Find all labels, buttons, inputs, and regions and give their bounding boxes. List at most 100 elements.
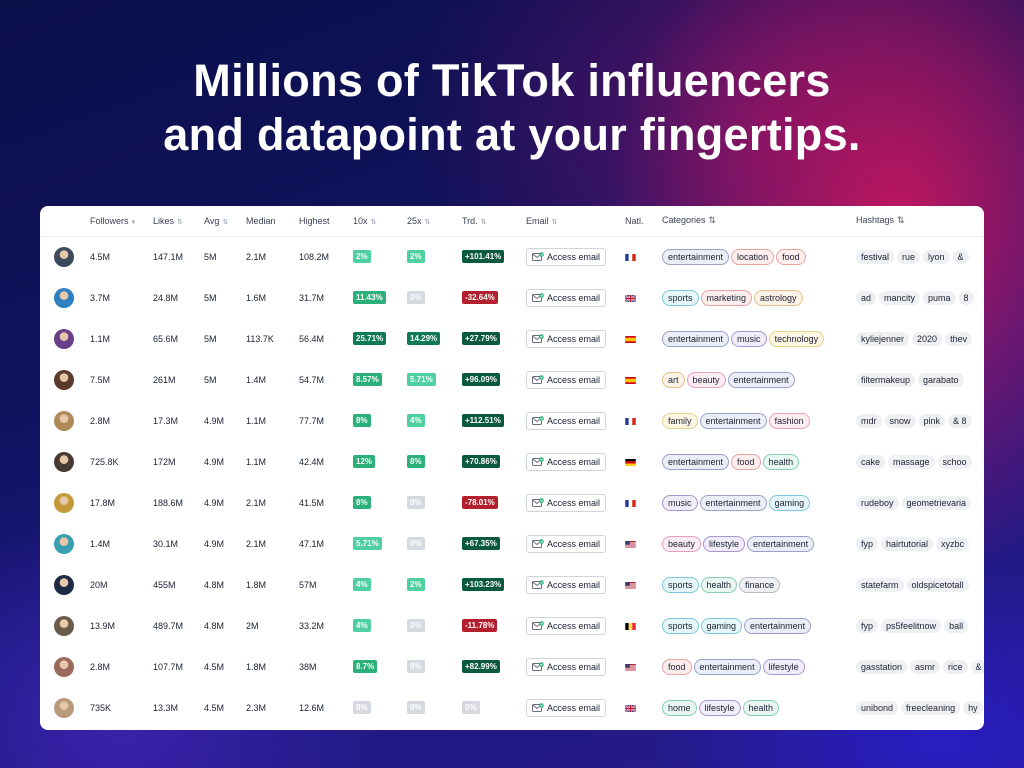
- hashtag-chip[interactable]: garabato: [918, 372, 964, 387]
- header-nationality[interactable]: Natl.: [625, 206, 662, 237]
- category-tag[interactable]: music: [731, 330, 767, 347]
- sort-icon[interactable]: ⇅: [708, 215, 717, 226]
- avatar[interactable]: [54, 492, 74, 513]
- category-tag[interactable]: marketing: [700, 289, 753, 306]
- table-row[interactable]: 13.9M 489.7M 4.8M 2M 33.2M 4% 0% -11.78%…: [40, 605, 984, 646]
- category-tag[interactable]: family: [662, 412, 698, 429]
- table-row[interactable]: 2.8M 107.7M 4.5M 1.8M 38M 8.7% 0% +82.99…: [40, 646, 984, 687]
- sort-icon[interactable]: ⇅: [480, 218, 487, 226]
- access-email-button[interactable]: Access email: [526, 452, 607, 471]
- avatar[interactable]: [54, 615, 74, 636]
- access-email-button[interactable]: Access email: [526, 288, 607, 307]
- category-tag[interactable]: astrology: [754, 289, 803, 306]
- category-tag[interactable]: sports: [662, 617, 699, 634]
- category-tag[interactable]: sports: [662, 576, 699, 593]
- hashtag-chip[interactable]: kyliejenner: [856, 331, 910, 346]
- avatar[interactable]: [54, 246, 74, 267]
- header-email[interactable]: Email ⇅: [526, 206, 625, 237]
- header-followers[interactable]: Followers ▾: [90, 206, 153, 237]
- category-tag[interactable]: beauty: [662, 535, 702, 552]
- category-tag[interactable]: entertainment: [662, 330, 730, 347]
- hashtag-chip[interactable]: &: [970, 659, 984, 674]
- avatar[interactable]: [54, 328, 74, 349]
- hashtag-chip[interactable]: unibond: [856, 700, 899, 715]
- sort-icon[interactable]: ⇅: [222, 218, 229, 226]
- table-row[interactable]: 1.4M 30.1M 4.9M 2.1M 47.1M 5.71% 0% +67.…: [40, 523, 984, 564]
- hashtag-chip[interactable]: statefarm: [856, 577, 904, 592]
- table-row[interactable]: 2.8M 17.3M 4.9M 1.1M 77.7M 8% 4% +112.51…: [40, 400, 984, 441]
- hashtag-chip[interactable]: gasstation: [856, 659, 908, 674]
- category-tag[interactable]: health: [762, 453, 800, 470]
- hashtag-chip[interactable]: rue: [897, 249, 921, 264]
- hashtag-chip[interactable]: ps5feelitnow: [881, 618, 942, 633]
- access-email-button[interactable]: Access email: [526, 534, 607, 553]
- hashtag-chip[interactable]: pink: [918, 413, 946, 428]
- table-row[interactable]: 17.8M 188.6M 4.9M 2.1M 41.5M 8% 0% -78.0…: [40, 482, 984, 523]
- access-email-button[interactable]: Access email: [526, 411, 607, 430]
- category-tag[interactable]: entertainment: [662, 453, 730, 470]
- avatar[interactable]: [54, 533, 74, 554]
- hashtag-chip[interactable]: fyp: [856, 536, 879, 551]
- hashtag-chip[interactable]: thev: [945, 331, 973, 346]
- category-tag[interactable]: sports: [662, 289, 699, 306]
- category-tag[interactable]: technology: [768, 330, 825, 347]
- hashtag-chip[interactable]: filtermakeup: [856, 372, 916, 387]
- category-tag[interactable]: beauty: [686, 371, 726, 388]
- hashtag-chip[interactable]: xyzbc: [936, 536, 970, 551]
- hashtag-chip[interactable]: mdr: [856, 413, 882, 428]
- table-row[interactable]: 725.8K 172M 4.9M 1.1M 42.4M 12% 8% +70.8…: [40, 441, 984, 482]
- table-row[interactable]: 1.1M 65.6M 5M 113.7K 56.4M 25.71% 14.29%…: [40, 318, 984, 359]
- avatar[interactable]: [54, 369, 74, 390]
- table-row[interactable]: 4.5M 147.1M 5M 2.1M 108.2M 2% 2% +101.41…: [40, 236, 984, 277]
- hashtag-chip[interactable]: snow: [884, 413, 916, 428]
- access-email-button[interactable]: Access email: [526, 329, 607, 348]
- header-trend[interactable]: Trd. ⇅: [462, 206, 526, 237]
- category-tag[interactable]: entertainment: [744, 617, 812, 634]
- hashtag-chip[interactable]: ball: [944, 618, 969, 633]
- hashtag-chip[interactable]: 2020: [912, 331, 943, 346]
- hashtag-chip[interactable]: lyon: [923, 249, 950, 264]
- header-avg[interactable]: Avg ⇅: [204, 206, 246, 237]
- hashtag-chip[interactable]: ad: [856, 290, 877, 305]
- hashtag-chip[interactable]: &: [952, 249, 969, 264]
- table-row[interactable]: 20M 455M 4.8M 1.8M 57M 4% 2% +103.23% Ac…: [40, 564, 984, 605]
- avatar[interactable]: [54, 410, 74, 431]
- category-tag[interactable]: fashion: [768, 412, 810, 429]
- hashtag-chip[interactable]: rice: [943, 659, 968, 674]
- access-email-button[interactable]: Access email: [526, 370, 607, 389]
- category-tag[interactable]: food: [662, 658, 692, 675]
- header-highest[interactable]: Highest: [299, 206, 353, 237]
- access-email-button[interactable]: Access email: [526, 493, 607, 512]
- category-tag[interactable]: art: [662, 371, 685, 388]
- category-tag[interactable]: entertainment: [699, 494, 767, 511]
- hashtag-chip[interactable]: freecleaning: [901, 700, 961, 715]
- hashtag-chip[interactable]: & 8: [948, 413, 972, 428]
- category-tag[interactable]: health: [742, 699, 780, 716]
- hashtag-chip[interactable]: geometrievaria: [901, 495, 972, 510]
- access-email-button[interactable]: Access email: [526, 616, 607, 635]
- category-tag[interactable]: gaming: [700, 617, 743, 634]
- sort-icon[interactable]: ⇅: [551, 218, 558, 226]
- hashtag-chip[interactable]: fyp: [856, 618, 879, 633]
- hashtag-chip[interactable]: puma: [923, 290, 956, 305]
- table-row[interactable]: 735K 13.3M 4.5M 2.3M 12.6M 0% 0% 0% Acce…: [40, 687, 984, 728]
- hashtag-chip[interactable]: cake: [856, 454, 886, 469]
- category-tag[interactable]: finance: [739, 576, 781, 593]
- avatar[interactable]: [54, 451, 74, 472]
- avatar[interactable]: [54, 574, 74, 595]
- hashtag-chip[interactable]: asmr: [910, 659, 941, 674]
- category-tag[interactable]: entertainment: [662, 248, 730, 265]
- category-tag[interactable]: lifestyle: [762, 658, 805, 675]
- header-median[interactable]: Median: [246, 206, 299, 237]
- header-likes[interactable]: Likes ⇅: [153, 206, 204, 237]
- header-categories[interactable]: Categories ⇅: [662, 206, 856, 237]
- hashtag-chip[interactable]: oldspicetotall: [906, 577, 969, 592]
- category-tag[interactable]: music: [662, 494, 698, 511]
- header-10x[interactable]: 10x ⇅: [353, 206, 407, 237]
- category-tag[interactable]: food: [776, 248, 806, 265]
- access-email-button[interactable]: Access email: [526, 575, 607, 594]
- header-25x[interactable]: 25x ⇅: [407, 206, 462, 237]
- sort-icon[interactable]: ▾: [131, 218, 136, 226]
- category-tag[interactable]: entertainment: [727, 371, 795, 388]
- hashtag-chip[interactable]: 8: [958, 290, 974, 305]
